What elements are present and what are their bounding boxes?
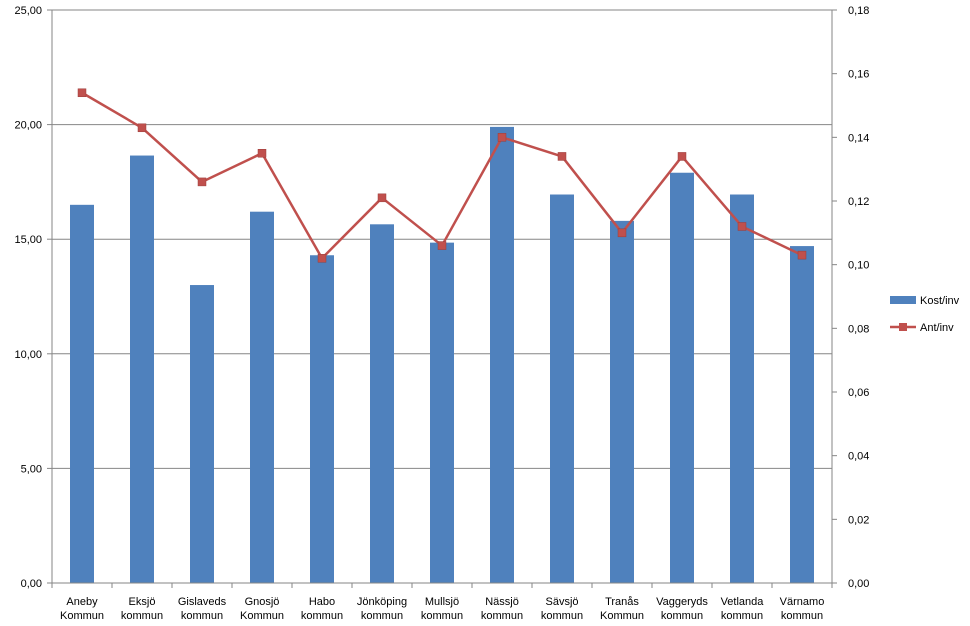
category-label-line: Eksjö <box>129 596 156 608</box>
left-tick-label: 5,00 <box>21 463 42 475</box>
left-tick-label: 15,00 <box>14 234 42 246</box>
category-label-line: kommun <box>181 610 223 622</box>
right-tick-label: 0,16 <box>848 69 869 81</box>
axes <box>47 9 837 588</box>
line-marker <box>677 152 687 161</box>
category-label: Habo kommun <box>301 596 343 622</box>
bar <box>370 224 394 583</box>
bar <box>730 194 754 584</box>
line-series-ant-inv <box>77 88 807 263</box>
left-tick-label: 20,00 <box>14 120 42 132</box>
right-tick-label: 0,06 <box>848 387 869 399</box>
category-label-line: Kommun <box>60 610 104 622</box>
line-marker <box>377 193 387 203</box>
line-marker <box>257 149 267 158</box>
right-tick-label: 0,02 <box>848 514 869 526</box>
line-marker <box>137 123 147 133</box>
bar <box>490 126 514 583</box>
category-label: Nässjö kommun <box>481 596 523 622</box>
category-label-line: kommun <box>121 610 163 622</box>
category-label-line: Gislaveds <box>178 596 227 608</box>
legend: Kost/inv Ant/inv <box>890 295 960 334</box>
left-axis-ticks: 0,00 5,00 10,00 15,00 20,00 25,00 <box>14 5 42 590</box>
left-tick-label: 25,00 <box>14 5 42 17</box>
bar <box>550 194 574 584</box>
category-label-line: Vetlanda <box>721 596 765 608</box>
category-label: Aneby Kommun <box>60 596 104 622</box>
bar <box>130 155 154 584</box>
category-label: Värnamo kommun <box>780 596 825 622</box>
bar <box>310 255 334 583</box>
category-label-line: Jönköping <box>357 596 407 608</box>
right-tick-label: 0,08 <box>848 323 869 335</box>
category-label: Jönköping kommun <box>357 596 407 622</box>
legend-swatch-marker <box>899 323 907 331</box>
category-label-line: kommun <box>301 610 343 622</box>
category-labels: Aneby Kommun Eksjö kommun Gislaveds kommun Gno… <box>60 596 824 622</box>
right-tick-label: 0,10 <box>848 260 869 272</box>
bar <box>70 204 94 583</box>
line-marker <box>737 222 747 231</box>
line-marker <box>197 177 207 187</box>
category-label-line: kommun <box>421 610 463 622</box>
legend-label-kost-inv: Kost/inv <box>920 295 960 307</box>
legend-label-ant-inv: Ant/inv <box>920 322 954 334</box>
category-label: Gislaveds kommun <box>178 596 227 622</box>
category-label-line: Nässjö <box>485 596 519 608</box>
line-marker <box>617 228 627 238</box>
right-tick-label: 0,14 <box>848 132 869 144</box>
category-label: Eksjö kommun <box>121 596 163 622</box>
line-marker <box>437 241 447 250</box>
gridlines <box>52 9 832 469</box>
category-label-line: kommun <box>781 610 823 622</box>
category-label-line: Värnamo <box>780 596 825 608</box>
bar <box>430 242 454 583</box>
line-marker <box>497 133 507 142</box>
right-tick-label: 0,04 <box>848 451 869 463</box>
category-label: Mullsjö kommun <box>421 596 463 622</box>
bar <box>190 285 214 583</box>
category-label-line: kommun <box>481 610 523 622</box>
category-label-line: Mullsjö <box>425 596 459 608</box>
category-label: Tranås Kommun <box>600 596 644 622</box>
line-marker <box>317 254 327 263</box>
category-label-line: Aneby <box>66 596 98 608</box>
category-label-line: Tranås <box>605 596 639 608</box>
legend-swatch-bar <box>890 296 916 304</box>
category-label: Sävsjö kommun <box>541 596 583 622</box>
bar <box>610 220 634 583</box>
bar <box>790 246 814 584</box>
category-label-line: kommun <box>721 610 763 622</box>
category-label: Gnosjö Kommun <box>240 596 284 622</box>
left-tick-label: 0,00 <box>21 578 42 590</box>
category-label-line: kommun <box>541 610 583 622</box>
category-label-line: kommun <box>361 610 403 622</box>
line-marker <box>557 152 567 161</box>
right-axis-ticks: 0,00 0,02 0,04 0,06 0,08 0,10 0,12 0,14 0,16 0,18 <box>848 5 869 590</box>
bar <box>250 211 274 584</box>
right-tick-label: 0,00 <box>848 578 869 590</box>
category-label-line: Vaggeryds <box>656 596 708 608</box>
category-label-line: Sävsjö <box>545 596 578 608</box>
left-tick-label: 10,00 <box>14 349 42 361</box>
category-label: Vetlanda kommun <box>721 596 765 622</box>
category-label-line: Kommun <box>240 610 284 622</box>
category-label-line: kommun <box>661 610 703 622</box>
category-label-line: Kommun <box>600 610 644 622</box>
bar <box>670 172 694 583</box>
category-label-line: Habo <box>309 596 335 608</box>
category-label: Vaggeryds kommun <box>656 596 708 622</box>
line-marker <box>797 250 807 260</box>
line-marker <box>77 88 87 98</box>
bar-series-kost-inv <box>70 126 814 584</box>
right-tick-label: 0,18 <box>848 5 869 17</box>
category-label-line: Gnosjö <box>245 596 280 608</box>
right-tick-label: 0,12 <box>848 196 869 208</box>
